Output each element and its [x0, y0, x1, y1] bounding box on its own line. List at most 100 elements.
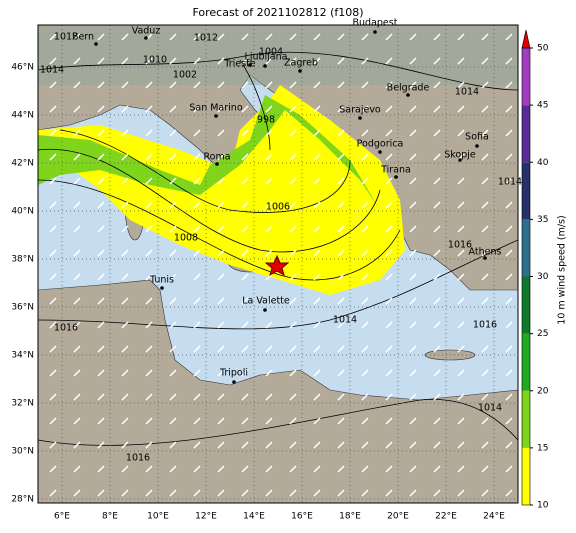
wind-barb — [481, 465, 489, 473]
wind-barb — [121, 249, 129, 257]
wind-barb — [49, 225, 57, 233]
wind-barb — [169, 153, 177, 161]
wind-barb — [289, 81, 297, 89]
lon-tick-label: 6°E — [54, 512, 70, 522]
wind-barb — [97, 297, 105, 305]
wind-barb — [337, 441, 345, 449]
wind-barb — [433, 465, 441, 473]
wind-barb — [361, 321, 369, 329]
wind-barb — [265, 297, 273, 305]
isobar-label: 1016 — [54, 323, 78, 334]
wind-barb — [169, 201, 177, 209]
wind-barb — [49, 321, 57, 329]
lat-tick-label: 46°N — [11, 63, 34, 73]
wind-barb — [241, 417, 249, 425]
wind-barb — [433, 297, 441, 305]
wind-barb — [49, 369, 57, 377]
wind-barb — [97, 369, 105, 377]
wind-barb — [217, 441, 225, 449]
wind-barb — [433, 273, 441, 281]
lat-tick-label: 30°N — [11, 447, 34, 457]
wind-barb — [337, 153, 345, 161]
wind-barb — [73, 369, 81, 377]
wind-barb — [145, 441, 153, 449]
wind-barb — [409, 57, 417, 65]
wind-barb — [505, 273, 513, 281]
wind-barb — [73, 441, 81, 449]
city-dot — [144, 36, 148, 40]
wind-barb — [289, 57, 297, 65]
wind-barb — [505, 33, 513, 41]
wind-barb — [121, 201, 129, 209]
city-dot — [406, 93, 410, 97]
wind-barb — [385, 465, 393, 473]
wind-barb — [289, 297, 297, 305]
wind-barb — [49, 33, 57, 41]
wind-barb — [265, 201, 273, 209]
colorbar-segment — [522, 276, 530, 334]
colorbar-segment — [522, 390, 530, 448]
wind-barb — [337, 249, 345, 257]
wind-barb — [385, 201, 393, 209]
wind-barb — [121, 489, 129, 497]
wind-barb — [289, 465, 297, 473]
wind-barb — [193, 297, 201, 305]
wind-barb — [505, 225, 513, 233]
wind-barb — [433, 393, 441, 401]
wind-barb — [241, 225, 249, 233]
wind-barb — [217, 297, 225, 305]
colorbar-tick-label: 45 — [537, 101, 548, 111]
isobar-label: 1002 — [173, 70, 197, 81]
wind-barb — [433, 201, 441, 209]
wind-barb — [193, 441, 201, 449]
wind-barb — [289, 225, 297, 233]
wind-barb — [241, 33, 249, 41]
colorbar-label: 10 m wind speed (m/s) — [557, 215, 568, 324]
wind-barb — [433, 249, 441, 257]
city-label: Sarajevo — [339, 105, 381, 116]
wind-barb — [97, 417, 105, 425]
wind-barb — [433, 33, 441, 41]
wind-barb — [337, 297, 345, 305]
wind-barb — [193, 489, 201, 497]
wind-barb — [145, 321, 153, 329]
city-label: Bern — [72, 32, 94, 43]
colorbar-tick-label: 35 — [537, 215, 548, 225]
wind-barb — [217, 105, 225, 113]
wind-barb — [385, 321, 393, 329]
wind-barb — [241, 345, 249, 353]
wind-barb — [337, 465, 345, 473]
wind-barb — [313, 249, 321, 257]
wind-barb — [337, 417, 345, 425]
wind-barb — [49, 249, 57, 257]
wind-barb — [121, 417, 129, 425]
wind-barb — [385, 105, 393, 113]
wind-barb — [241, 81, 249, 89]
wind-barb — [289, 249, 297, 257]
wind-barb — [361, 225, 369, 233]
isobar-label: 1014 — [478, 403, 502, 414]
wind-barb — [169, 489, 177, 497]
wind-barb — [49, 417, 57, 425]
wind-barb — [481, 273, 489, 281]
wind-barb — [289, 345, 297, 353]
city-dot — [248, 63, 252, 67]
wind-barb — [313, 105, 321, 113]
wind-barb — [121, 465, 129, 473]
wind-barb — [217, 321, 225, 329]
wind-barb — [73, 105, 81, 113]
wind-barb — [169, 369, 177, 377]
wind-barb — [169, 129, 177, 137]
city-dot — [378, 150, 382, 154]
wind-barb — [169, 33, 177, 41]
isobar-label: 1016 — [473, 320, 497, 331]
wind-barb — [385, 441, 393, 449]
wind-barb — [217, 489, 225, 497]
city-dot — [215, 162, 219, 166]
lon-tick-label: 16°E — [291, 512, 313, 522]
wind-barb — [337, 105, 345, 113]
wind-barb — [169, 345, 177, 353]
wind-barb — [385, 249, 393, 257]
wind-barb — [193, 345, 201, 353]
